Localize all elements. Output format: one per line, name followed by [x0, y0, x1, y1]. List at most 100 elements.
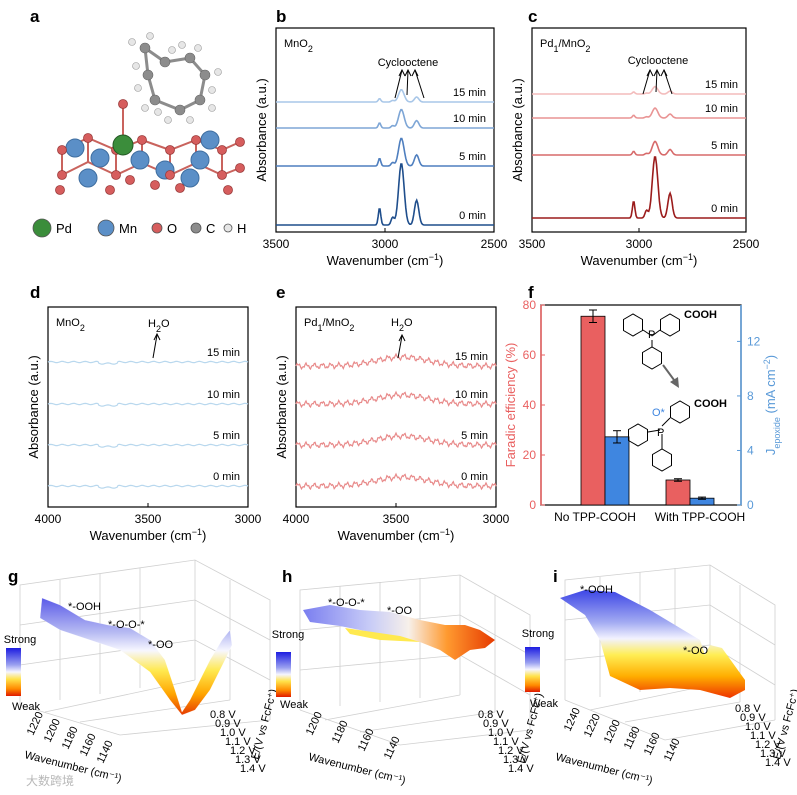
o-atom: [235, 137, 245, 147]
panel-c-arrowhead: [646, 68, 654, 77]
panel-i-colorbar-bottom: Weak: [530, 698, 558, 710]
panel-f-rtick-label: 8: [747, 389, 754, 403]
o-atom: [150, 180, 160, 190]
h-atom: [141, 104, 149, 112]
panel-c-xtick-label: 3000: [626, 237, 653, 251]
panel-d-series-label-2: 10 min: [207, 389, 240, 401]
panel-i-surface-shape: [560, 590, 745, 698]
panel-h-ytick-6: 1.4 V: [508, 763, 534, 775]
panel-c-arrow: [642, 69, 651, 95]
panel-f-inset-cooh1: COOH: [684, 309, 717, 321]
legend-label-h: H: [237, 221, 246, 236]
panel-h-xtick-3: 1140: [382, 735, 403, 762]
panel-f-rtick-label: 0: [747, 498, 754, 512]
panel-f-bars: 0 20 40 60 80 0 4 8 12 Faradic efficiency (%) Jepo…: [503, 298, 782, 524]
h-atom: [214, 68, 222, 76]
o-atom: [235, 163, 245, 173]
mn-atom: [130, 150, 150, 170]
panel-h-surface-shape: [303, 605, 495, 660]
o-atom: [137, 135, 147, 145]
panel-d-title-part: 2: [80, 323, 85, 333]
panel-e-series-0: [295, 472, 497, 491]
mn-atom: [200, 130, 220, 150]
panel-h-ytick-5: 1.3 V: [503, 754, 529, 766]
panel-b-arrow: [406, 69, 409, 96]
panel-d-series-2: [47, 402, 249, 407]
panel-a-legend: Pd Mn O C H: [32, 218, 246, 238]
panel-f-ylabel-right: Jepoxide (mA cm−2): [762, 355, 782, 455]
legend-swatch-o: [151, 222, 163, 234]
panel-f-ring: [623, 313, 643, 337]
c-atom: [194, 94, 206, 106]
panel-i-ytick-1: 0.9 V: [740, 712, 766, 724]
o-atom: [105, 185, 115, 195]
panel-b-series-label-2: 10 min: [453, 113, 486, 125]
panel-b-arrowhead: [398, 68, 406, 77]
panel-f-bar-0-1: [604, 436, 630, 506]
legend-label-o: O: [167, 221, 177, 236]
panel-c-series-label-2: 10 min: [705, 103, 738, 115]
panel-f-bond: [647, 429, 661, 433]
panel-b-series-3: [276, 89, 494, 103]
legend-swatch-h: [223, 223, 233, 233]
panel-d-series-label-1: 5 min: [213, 430, 240, 442]
o-atom: [118, 99, 128, 109]
panel-f-category-1: With TPP-COOH: [655, 510, 745, 524]
panel-h-ytick-0: 0.8 V: [478, 709, 504, 721]
panel-e-series-3: [295, 352, 497, 371]
panel-c-xtick-label: 3500: [519, 237, 546, 251]
panel-g-colorbar: [6, 648, 21, 696]
panel-f-ltick-label: 20: [523, 448, 537, 462]
panel-i-ytick-2: 1.0 V: [745, 721, 771, 733]
panel-e-series-2: [295, 390, 497, 409]
c-atom: [199, 69, 211, 81]
panel-e-spectra: 4000 3500 3000 Wavenumber (cm−1) Absorbance …: [274, 306, 510, 543]
panel-e-arrowhead: [398, 333, 406, 342]
panel-f-inset-p1: P: [648, 329, 655, 341]
panel-e-series-label-0: 0 min: [461, 471, 488, 483]
panel-c-title-part: /MnO: [558, 38, 585, 50]
panel-g-surface-shape: [39, 597, 233, 716]
c-atom: [184, 52, 196, 64]
o-atom: [165, 145, 175, 155]
panel-e-series-label-2: 10 min: [455, 389, 488, 401]
panel-g-xtick-4: 1140: [95, 739, 116, 766]
panel-e-xlabel-part: −1: [440, 527, 450, 537]
h-atom: [186, 116, 194, 124]
panel-h-ytick-3: 1.1 V: [493, 736, 519, 748]
panel-i-xtick-2: 1200: [602, 718, 623, 745]
panel-i-xlabel: Wavenumber (cm⁻¹): [554, 751, 653, 787]
c-atom: [142, 69, 154, 81]
panel-i-surface: [560, 564, 776, 741]
panel-h-surface-edge: [345, 628, 420, 642]
panel-c-xlabel: Wavenumber (cm−1): [581, 252, 698, 268]
panel-d-annotation: H2O: [148, 318, 170, 334]
c-atom: [174, 104, 186, 116]
panel-d-xtick-label: 3000: [235, 512, 262, 526]
panel-c-series-2: [532, 107, 746, 119]
panel-f-ylabel-right-part: J: [763, 449, 778, 456]
panel-letter-d: d: [30, 283, 40, 302]
panel-d-spectra: 4000 3500 3000 Wavenumber (cm−1) Absorbance …: [26, 306, 262, 543]
panel-i-ytick-6: 1.4 V: [765, 757, 791, 769]
h-atom: [178, 41, 186, 49]
panel-i-annotation-1: *-OO: [683, 645, 709, 657]
panel-h-ytick-1: 0.9 V: [483, 718, 509, 730]
legend-label-mn: Mn: [119, 221, 137, 236]
panel-c-title: Pd1/MnO2: [540, 38, 590, 54]
panel-c-series-1: [532, 140, 746, 156]
panel-e-xlabel-part: ): [450, 528, 454, 543]
panel-b-ylabel: Absorbance (a.u.): [254, 78, 269, 181]
legend-swatch-pd: [32, 218, 52, 238]
h-atom: [154, 108, 162, 116]
panel-c-series-label-3: 15 min: [705, 79, 738, 91]
o-atom: [165, 170, 175, 180]
panel-f-ring: [652, 448, 672, 472]
o-atom: [217, 170, 227, 180]
o-atom: [111, 170, 121, 180]
mn-atom: [90, 148, 110, 168]
panel-b-xlabel: Wavenumber (cm−1): [327, 252, 444, 268]
panel-g-ytick-2: 1.0 V: [220, 727, 246, 739]
h-atom: [128, 38, 136, 46]
